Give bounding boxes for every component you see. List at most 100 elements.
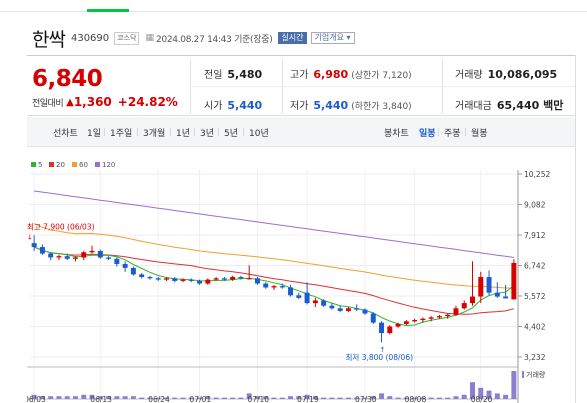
candle-body	[403, 321, 409, 324]
volume-bar	[395, 397, 401, 399]
candle-body	[279, 286, 285, 288]
volume-bar	[420, 397, 426, 399]
candle-body	[453, 308, 459, 315]
candle-body	[122, 263, 128, 268]
active-tab-indicator	[87, 9, 129, 12]
period-1y[interactable]: 1년	[176, 129, 191, 139]
volume-bar	[180, 397, 186, 399]
line-chart-tab[interactable]: 선차트	[53, 129, 78, 139]
candle-body	[428, 317, 434, 319]
volume-bar	[279, 397, 285, 399]
y-tick-label: 6,742	[524, 262, 546, 271]
volume-bar	[263, 396, 269, 399]
period-5y[interactable]: 5년	[224, 129, 239, 139]
volume-bar	[39, 396, 45, 399]
low-arrow-icon: ↑	[380, 346, 386, 354]
volume-bar	[362, 397, 368, 399]
volume-bar	[230, 397, 236, 399]
ma20-line	[33, 246, 515, 315]
volume-bar	[503, 394, 509, 399]
x-tick-label: 06/24	[148, 395, 170, 403]
volume-bar	[81, 394, 87, 399]
change-value: 1,360	[73, 95, 112, 109]
candle-body	[254, 278, 260, 284]
calendar-icon: ▦	[145, 33, 154, 43]
x-tick-label: 07/30	[355, 395, 377, 403]
candle-body	[155, 278, 161, 280]
candle-body	[205, 279, 211, 284]
candle-body	[81, 252, 87, 258]
candle-body	[213, 278, 219, 280]
volume-bar	[122, 396, 128, 399]
stat-high: 고가 6,980 (상한가 7,120)	[290, 68, 412, 81]
volume-bar	[97, 396, 103, 399]
stock-code: 430690	[70, 32, 110, 44]
stat-open: 시가 5,440	[204, 99, 263, 112]
ma60-line	[33, 223, 514, 289]
legend-label: 60	[79, 161, 88, 169]
stock-title-row: 한싹 430690 코스닥 ▦ 2024.08.27 14:43 기준(장중) …	[32, 28, 355, 51]
x-tick-label: 07/10	[247, 395, 269, 403]
candle-body	[39, 247, 45, 254]
candle-body	[263, 283, 269, 288]
low-annotation: 최저 3,800 (08/06)	[346, 352, 414, 362]
volume-bar	[345, 397, 351, 399]
realtime-button[interactable]: 실시간	[278, 32, 307, 44]
candlestick-chart-svg[interactable]: 5 20 60 120 10,252 9,082 7,912 6,742 5,572 4,402 3…	[24, 152, 575, 403]
volume-bar	[461, 394, 467, 399]
ma5-line	[33, 246, 515, 327]
candle-chart-label: 봉차트	[384, 129, 409, 139]
x-tick-label: 07/01	[190, 395, 212, 403]
company-overview-dropdown[interactable]: 기업개요 ▾	[310, 32, 355, 44]
candle-body	[362, 309, 368, 314]
volume-bar	[31, 394, 37, 399]
volume-bar	[106, 396, 112, 399]
period-1w[interactable]: 1주일	[110, 129, 133, 139]
volume-bar	[403, 397, 409, 399]
volume-bar	[254, 396, 260, 399]
period-3m[interactable]: 3개월	[143, 129, 166, 139]
legend-swatch	[95, 162, 100, 167]
period-10y[interactable]: 10년	[249, 129, 269, 139]
candle-weekly[interactable]: 주봉	[444, 129, 461, 139]
top-nav-strip	[0, 0, 587, 12]
y-tick-label: 9,082	[524, 201, 546, 210]
volume-bar	[130, 396, 136, 399]
candle-daily[interactable]: 일봉	[419, 129, 436, 139]
candle-body	[246, 278, 252, 280]
legend-label: 5	[38, 161, 42, 169]
period-1d[interactable]: 1일	[87, 129, 102, 139]
volume-bar	[197, 397, 203, 399]
x-tick-label: 06/13	[90, 395, 112, 403]
candle-monthly[interactable]: 월봉	[471, 129, 488, 139]
price-chart[interactable]: 5 20 60 120 10,252 9,082 7,912 6,742 5,572 4,402 3…	[24, 152, 575, 403]
x-tick-label: 06/03	[27, 395, 46, 403]
volume-bar	[56, 396, 62, 399]
market-badge: 코스닥	[114, 31, 140, 45]
volume-legend-swatch	[522, 371, 524, 378]
volume-bar	[321, 397, 327, 399]
candle-body	[114, 258, 120, 264]
volume-bar	[511, 371, 517, 399]
volume-bar	[453, 396, 459, 399]
candle-body	[89, 250, 95, 253]
volume-bar	[329, 397, 335, 399]
volume-bar	[172, 397, 178, 399]
change-percent: +24.82%	[117, 95, 178, 109]
volume-bar	[188, 397, 194, 399]
candle-body	[337, 308, 343, 311]
stat-prev-close: 전일 5,480	[204, 68, 263, 81]
volume-bar	[271, 397, 277, 399]
volume-bar	[337, 397, 343, 399]
volume-bar	[486, 390, 492, 399]
stock-name: 한싹	[32, 28, 66, 51]
chart-period-bar: 선차트 1일 | 1주일 | 3개월 | 1년 | 3년 | 5년 | 10년 …	[27, 117, 575, 147]
volume-bar	[221, 397, 227, 399]
volume-bar	[64, 396, 70, 399]
candle-body	[56, 256, 62, 258]
legend-swatch	[31, 162, 36, 167]
period-3y[interactable]: 3년	[200, 129, 215, 139]
y-tick-label: 10,252	[524, 170, 550, 179]
candle-body	[238, 277, 244, 279]
volume-bar	[155, 397, 161, 399]
